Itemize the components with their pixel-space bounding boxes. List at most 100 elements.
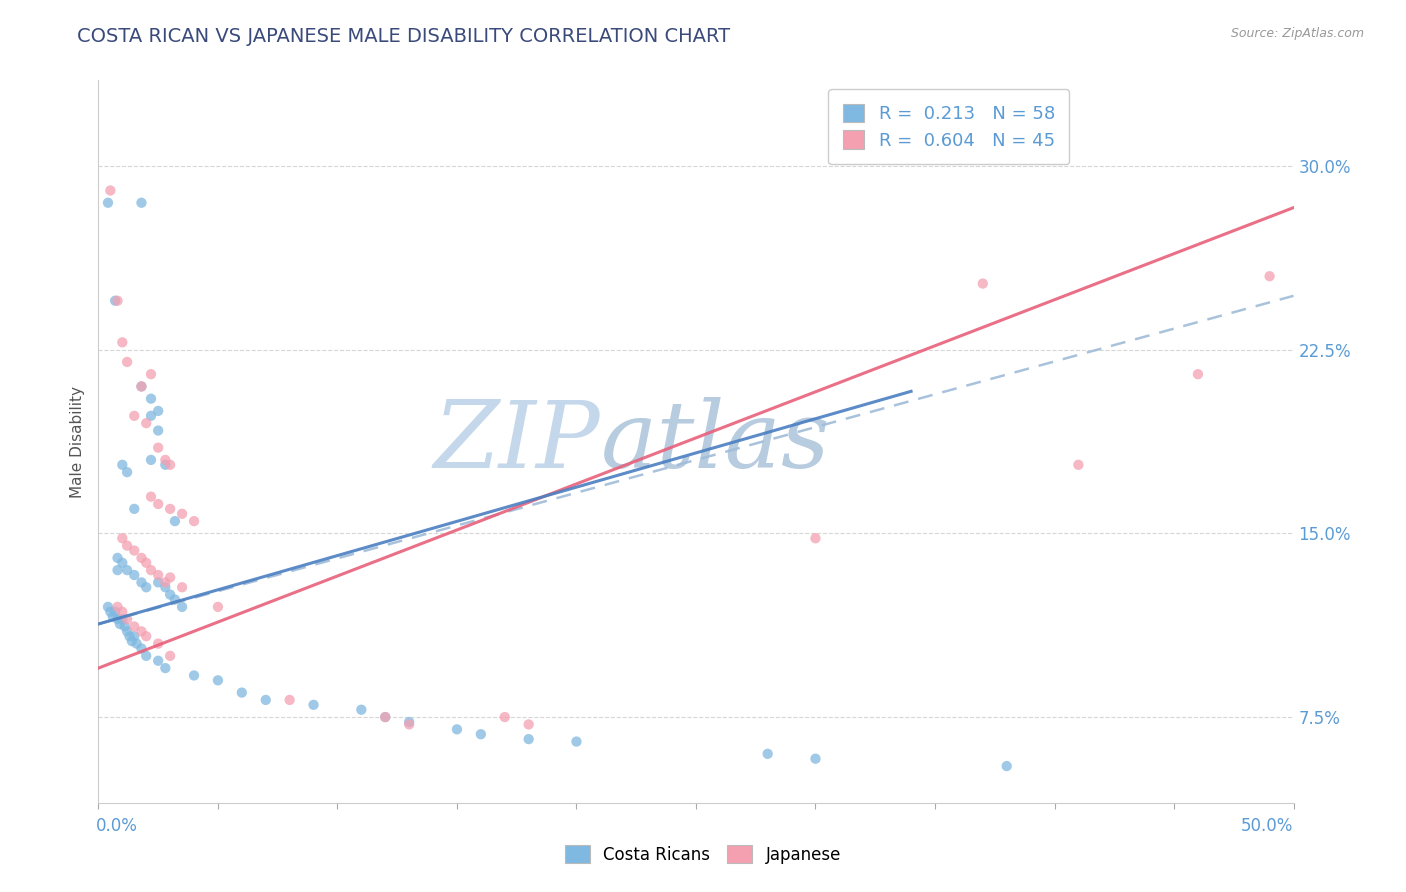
Point xyxy=(131,550,153,565)
Point xyxy=(148,424,170,438)
Point xyxy=(115,465,138,479)
Point xyxy=(1187,367,1209,381)
Point xyxy=(231,685,253,699)
Text: ZIP: ZIP xyxy=(433,397,600,486)
Point xyxy=(131,195,153,210)
Point xyxy=(125,637,148,651)
Point xyxy=(804,531,827,545)
Point xyxy=(1067,458,1090,472)
Point xyxy=(97,599,120,614)
Point xyxy=(131,624,153,639)
Point xyxy=(98,605,122,619)
Point xyxy=(111,556,134,570)
Text: 50.0%: 50.0% xyxy=(1241,817,1294,836)
Point xyxy=(398,717,420,731)
Point xyxy=(104,293,127,308)
Point xyxy=(155,575,177,590)
Point xyxy=(470,727,492,741)
Point xyxy=(115,355,138,369)
Point xyxy=(124,543,146,558)
Point xyxy=(107,612,129,626)
Point xyxy=(163,592,186,607)
Point xyxy=(155,458,177,472)
Point xyxy=(111,458,134,472)
Point xyxy=(124,629,146,643)
Point xyxy=(278,693,301,707)
Point xyxy=(115,624,138,639)
Point xyxy=(148,497,170,511)
Point xyxy=(139,453,162,467)
Point xyxy=(350,703,373,717)
Point xyxy=(155,661,177,675)
Point xyxy=(115,563,138,577)
Point xyxy=(517,717,540,731)
Point xyxy=(374,710,396,724)
Point xyxy=(135,648,157,663)
Point xyxy=(494,710,516,724)
Point xyxy=(148,404,170,418)
Point xyxy=(148,441,170,455)
Point xyxy=(131,575,153,590)
Point xyxy=(101,609,124,624)
Point xyxy=(159,458,181,472)
Point xyxy=(446,723,468,737)
Point xyxy=(159,648,181,663)
Point xyxy=(148,568,170,582)
Point xyxy=(131,641,153,656)
Point xyxy=(155,580,177,594)
Point xyxy=(111,612,134,626)
Point xyxy=(135,416,157,430)
Point xyxy=(159,570,181,584)
Point xyxy=(398,714,420,729)
Point xyxy=(172,599,194,614)
Point xyxy=(254,693,277,707)
Point xyxy=(121,634,143,648)
Point xyxy=(107,599,129,614)
Text: Source: ZipAtlas.com: Source: ZipAtlas.com xyxy=(1230,27,1364,40)
Point xyxy=(131,379,153,393)
Point xyxy=(163,514,186,528)
Point xyxy=(104,605,127,619)
Point xyxy=(111,605,134,619)
Point xyxy=(115,539,138,553)
Point xyxy=(139,409,162,423)
Point xyxy=(131,379,153,393)
Point xyxy=(111,531,134,545)
Point xyxy=(124,502,146,516)
Point xyxy=(159,502,181,516)
Point xyxy=(139,490,162,504)
Point xyxy=(114,619,136,633)
Point xyxy=(804,752,827,766)
Point xyxy=(124,409,146,423)
Point xyxy=(139,367,162,381)
Point xyxy=(139,392,162,406)
Point xyxy=(302,698,325,712)
Point xyxy=(972,277,994,291)
Text: 0.0%: 0.0% xyxy=(96,817,138,836)
Point xyxy=(108,617,131,632)
Point xyxy=(148,575,170,590)
Point xyxy=(207,599,229,614)
Point xyxy=(183,514,205,528)
Point xyxy=(135,629,157,643)
Point xyxy=(565,734,588,748)
Y-axis label: Male Disability: Male Disability xyxy=(69,385,84,498)
Legend: R =  0.213   N = 58, R =  0.604   N = 45: R = 0.213 N = 58, R = 0.604 N = 45 xyxy=(828,89,1070,164)
Point xyxy=(98,184,122,198)
Point xyxy=(207,673,229,688)
Point xyxy=(148,637,170,651)
Point xyxy=(995,759,1018,773)
Point xyxy=(172,580,194,594)
Text: atlas: atlas xyxy=(600,397,830,486)
Legend: Costa Ricans, Japanese: Costa Ricans, Japanese xyxy=(558,838,848,871)
Point xyxy=(124,619,146,633)
Text: COSTA RICAN VS JAPANESE MALE DISABILITY CORRELATION CHART: COSTA RICAN VS JAPANESE MALE DISABILITY … xyxy=(77,27,731,45)
Point xyxy=(115,612,138,626)
Point xyxy=(107,293,129,308)
Point xyxy=(107,550,129,565)
Point xyxy=(107,563,129,577)
Point xyxy=(118,629,141,643)
Point xyxy=(159,588,181,602)
Point xyxy=(97,195,120,210)
Point xyxy=(155,453,177,467)
